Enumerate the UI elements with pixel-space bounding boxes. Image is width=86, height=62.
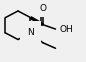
Text: OH: OH <box>60 25 74 34</box>
Text: N: N <box>27 28 34 37</box>
Text: O: O <box>39 4 47 13</box>
